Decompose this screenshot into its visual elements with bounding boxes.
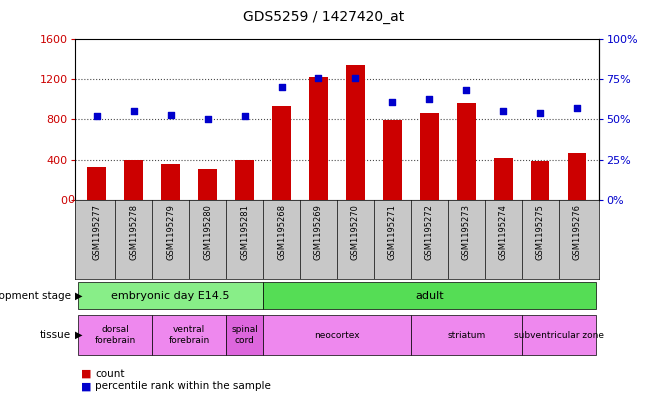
Text: GSM1195279: GSM1195279 xyxy=(166,204,175,260)
Bar xyxy=(531,161,550,200)
Point xyxy=(128,108,139,114)
Bar xyxy=(263,282,596,309)
Bar xyxy=(522,315,596,355)
Text: GDS5259 / 1427420_at: GDS5259 / 1427420_at xyxy=(244,10,404,24)
Text: percentile rank within the sample: percentile rank within the sample xyxy=(95,381,271,391)
Bar xyxy=(494,158,513,200)
Text: ventral
forebrain: ventral forebrain xyxy=(168,325,210,345)
Text: ▶: ▶ xyxy=(75,290,82,301)
Bar xyxy=(226,315,263,355)
Bar xyxy=(87,167,106,200)
Bar xyxy=(78,282,263,309)
Text: GSM1195275: GSM1195275 xyxy=(536,204,545,260)
Text: 0: 0 xyxy=(67,195,75,205)
Text: GSM1195273: GSM1195273 xyxy=(462,204,471,260)
Text: neocortex: neocortex xyxy=(314,331,360,340)
Text: striatum: striatum xyxy=(447,331,485,340)
Bar xyxy=(568,153,586,200)
Point xyxy=(498,108,509,114)
Text: ■: ■ xyxy=(81,369,91,379)
Point xyxy=(165,112,176,118)
Point xyxy=(276,84,286,90)
Text: development stage: development stage xyxy=(0,290,71,301)
Text: GSM1195277: GSM1195277 xyxy=(92,204,101,260)
Text: spinal
cord: spinal cord xyxy=(231,325,258,345)
Bar xyxy=(420,114,439,200)
Text: GSM1195280: GSM1195280 xyxy=(203,204,212,260)
Text: GSM1195269: GSM1195269 xyxy=(314,204,323,260)
Text: GSM1195278: GSM1195278 xyxy=(129,204,138,260)
Point xyxy=(351,74,361,81)
Bar xyxy=(78,315,152,355)
Bar xyxy=(263,315,411,355)
Text: embryonic day E14.5: embryonic day E14.5 xyxy=(111,290,230,301)
Text: GSM1195272: GSM1195272 xyxy=(425,204,434,260)
Bar xyxy=(152,315,226,355)
Text: subventricular zone: subventricular zone xyxy=(514,331,604,340)
Text: dorsal
forebrain: dorsal forebrain xyxy=(95,325,136,345)
Text: adult: adult xyxy=(415,290,444,301)
Bar xyxy=(235,160,254,200)
Bar xyxy=(346,65,365,200)
Point xyxy=(535,110,546,116)
Text: GSM1195276: GSM1195276 xyxy=(573,204,582,260)
Point xyxy=(388,99,398,105)
Point xyxy=(461,87,472,94)
Point xyxy=(313,74,323,81)
Text: GSM1195270: GSM1195270 xyxy=(351,204,360,260)
Text: ▶: ▶ xyxy=(75,330,82,340)
Bar xyxy=(309,77,328,200)
Point xyxy=(572,105,583,111)
Bar xyxy=(272,107,291,200)
Bar xyxy=(383,121,402,200)
Bar xyxy=(124,160,143,200)
Point xyxy=(91,113,102,119)
Point xyxy=(239,113,249,119)
Text: tissue: tissue xyxy=(40,330,71,340)
Bar xyxy=(161,164,180,200)
Bar xyxy=(411,315,522,355)
Point xyxy=(424,95,435,102)
Text: ■: ■ xyxy=(81,381,91,391)
Text: GSM1195271: GSM1195271 xyxy=(388,204,397,260)
Text: GSM1195281: GSM1195281 xyxy=(240,204,249,260)
Text: GSM1195268: GSM1195268 xyxy=(277,204,286,260)
Bar xyxy=(457,103,476,200)
Bar xyxy=(198,169,217,200)
Text: count: count xyxy=(95,369,125,379)
Text: GSM1195274: GSM1195274 xyxy=(499,204,508,260)
Point xyxy=(202,116,213,123)
